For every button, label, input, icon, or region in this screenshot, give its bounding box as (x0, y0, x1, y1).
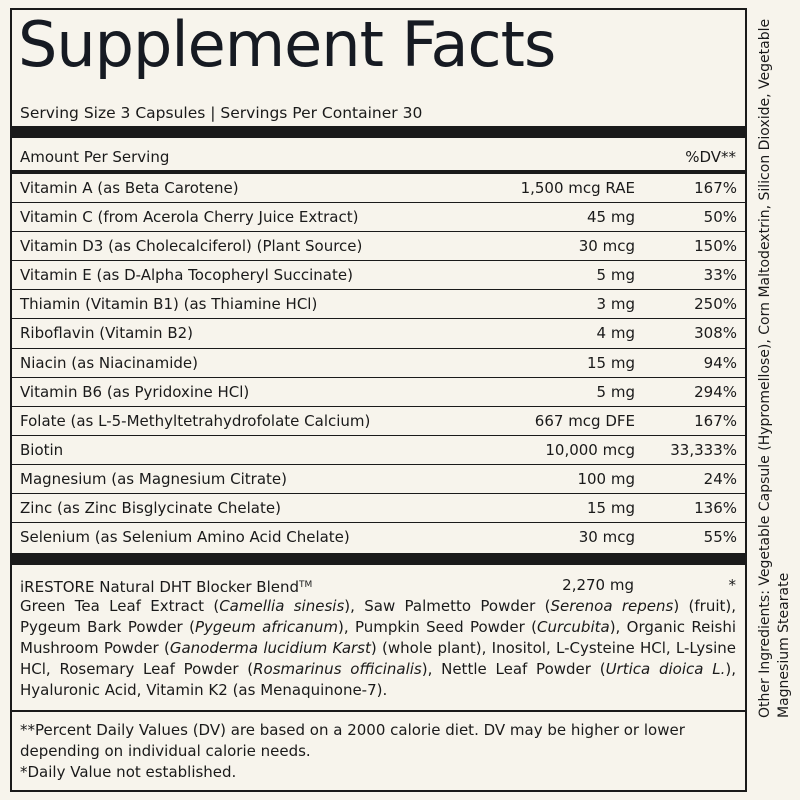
nutrient-amount: 4 mg (596, 324, 635, 343)
ingredient-text: ) (fruit), Pygeum Bark Powder ( (20, 597, 736, 636)
nutrient-amount: 30 mcg (578, 528, 635, 547)
nutrient-name: Vitamin D3 (as Cholecalciferol) (Plant S… (20, 237, 363, 256)
nutrient-name: Biotin (20, 440, 64, 459)
nutrient-dv: 294% (694, 382, 737, 401)
supplement-facts-panel (10, 8, 747, 792)
nutrient-name: Thiamin (Vitamin B1) (as Thiamine HCl) (20, 295, 318, 314)
nutrient-name: Vitamin E (as D-Alpha Tocopheryl Succina… (20, 266, 353, 285)
blend-section: iRESTORE Natural DHT Blocker BlendTM 2,2… (20, 575, 736, 701)
nutrient-dv: 33% (703, 266, 737, 285)
nutrient-row: Riboflavin (Vitamin B2) 4 mg 308% (10, 319, 747, 349)
nutrient-name: Vitamin A (as Beta Carotene) (20, 179, 239, 197)
nutrient-amount: 667 mcg DFE (534, 411, 635, 430)
nutrient-row: Thiamin (Vitamin B1) (as Thiamine HCl) 3 … (10, 290, 747, 320)
botanical-name: Serenoa repens (550, 597, 674, 615)
ingredient-text: ) (whole plant), Inositol, L-Cysteine HC… (20, 639, 737, 678)
amount-header: Amount Per Serving %DV** (20, 146, 736, 168)
botanical-name: Urtica dioica L. (605, 660, 726, 678)
nutrient-name: Zinc (as Zinc Bisglycinate Chelate) (20, 499, 281, 518)
panel-title: Supplement Facts (18, 8, 556, 81)
blend-ingredients: Green Tea Leaf Extract (Camellia sinesis… (20, 596, 736, 701)
nutrient-dv: 24% (703, 469, 737, 488)
daily-value-footnote: *Daily Value not established. (20, 763, 237, 781)
nutrient-amount: 15 mg (587, 499, 635, 518)
botanical-name: Pygeum africanum (194, 618, 338, 636)
nutrient-amount: 100 mg (577, 469, 635, 488)
nutrient-row: Biotin 10,000 mcg 33,333% (10, 436, 747, 465)
nutrient-row: Vitamin A (as Beta Carotene) 1,500 mcg RA… (10, 174, 747, 204)
nutrient-row: Vitamin C (from Acerola Cherry Juice Ext… (10, 203, 747, 233)
blend-amount: 2,270 mg (562, 576, 634, 594)
nutrient-row: Vitamin B6 (as Pyridoxine HCl) 5 mg 294% (10, 378, 747, 407)
footnotes: **Percent Daily Values (DV) are based on… (20, 720, 736, 783)
nutrient-amount: 1,500 mcg RAE (520, 179, 635, 197)
nutrient-amount: 30 mcg (578, 237, 635, 256)
serving-info: Serving Size 3 Capsules | Servings Per C… (20, 104, 423, 122)
blend-dv: * (728, 576, 737, 594)
dv-label: %DV** (685, 148, 736, 166)
nutrient-dv: 136% (694, 499, 737, 518)
ingredient-text: ), Pumpkin Seed Powder ( (337, 618, 538, 636)
ingredient-text: ), Saw Palmetto Powder ( (344, 597, 551, 615)
blend-name: iRESTORE Natural DHT Blocker BlendTM (20, 578, 313, 596)
divider-header (10, 170, 747, 174)
other-ingredients-panel: Other Ingredients: Vegetable Capsule (Hy… (752, 4, 796, 796)
nutrient-row: Selenium (as Selenium Amino Acid Chelate… (10, 523, 747, 552)
botanical-name: Rosmarinus officinalis (253, 660, 422, 678)
dv-footnote: **Percent Daily Values (DV) are based on… (20, 721, 685, 760)
nutrient-row: Niacin (as Niacinamide) 15 mg 94% (10, 349, 747, 378)
divider-thick-top (10, 126, 747, 138)
trademark-mark: TM (299, 580, 313, 590)
botanical-name: Ganoderma lucidium Karst (169, 639, 371, 657)
nutrient-row: Vitamin E (as D-Alpha Tocopheryl Succina… (10, 261, 747, 291)
nutrient-row: Zinc (as Zinc Bisglycinate Chelate) 15 mg… (10, 494, 747, 524)
nutrient-amount: 5 mg (596, 382, 635, 401)
nutrient-dv: 167% (694, 411, 737, 430)
nutrient-amount: 15 mg (587, 353, 635, 372)
nutrient-amount: 5 mg (596, 266, 635, 285)
botanical-name: Curcubita (537, 618, 610, 636)
divider-thick-middle (10, 553, 747, 565)
nutrient-amount: 10,000 mcg (545, 440, 635, 459)
nutrient-dv: 308% (694, 324, 737, 343)
ingredient-text: ), Hyaluronic Acid, Vitamin K2 (as Menaq… (20, 660, 736, 699)
ingredient-text: ), Organic Reishi Mushroom Powder ( (20, 618, 737, 657)
nutrient-name: Niacin (as Niacinamide) (20, 353, 198, 372)
divider-footnote (10, 710, 747, 712)
ingredient-text: Green Tea Leaf Extract ( (20, 597, 220, 615)
nutrient-name: Folate (as L-5-Methyltetrahydrofolate Ca… (20, 411, 371, 430)
nutrient-name: Selenium (as Selenium Amino Acid Chelate… (20, 528, 350, 547)
nutrient-dv: 55% (703, 528, 737, 547)
nutrient-amount: 45 mg (587, 208, 635, 227)
nutrient-name: Vitamin B6 (as Pyridoxine HCl) (20, 382, 250, 401)
nutrient-row: Vitamin D3 (as Cholecalciferol) (Plant S… (10, 232, 747, 262)
nutrient-amount: 3 mg (596, 295, 635, 314)
other-ingredients: Other Ingredients: Vegetable Capsule (Hy… (757, 18, 792, 718)
nutrient-row: Folate (as L-5-Methyltetrahydrofolate Ca… (10, 407, 747, 436)
nutrient-dv: 167% (694, 179, 737, 197)
nutrient-dv: 33,333% (670, 440, 737, 459)
blend-header-row: iRESTORE Natural DHT Blocker BlendTM 2,2… (20, 575, 736, 596)
nutrient-name: Vitamin C (from Acerola Cherry Juice Ext… (20, 208, 359, 227)
nutrient-name: Riboflavin (Vitamin B2) (20, 324, 194, 343)
nutrient-dv: 250% (694, 295, 737, 314)
nutrient-dv: 50% (703, 208, 737, 227)
amount-per-serving-label: Amount Per Serving (20, 148, 170, 166)
botanical-name: Camellia sinesis (219, 597, 345, 615)
nutrient-table: Vitamin A (as Beta Carotene) 1,500 mcg RA… (10, 174, 747, 552)
nutrient-row: Magnesium (as Magnesium Citrate) 100 mg 24… (10, 465, 747, 495)
nutrient-dv: 94% (703, 353, 737, 372)
ingredient-text: ), Nettle Leaf Powder ( (421, 660, 606, 678)
nutrient-dv: 150% (694, 237, 737, 256)
nutrient-name: Magnesium (as Magnesium Citrate) (20, 469, 287, 488)
